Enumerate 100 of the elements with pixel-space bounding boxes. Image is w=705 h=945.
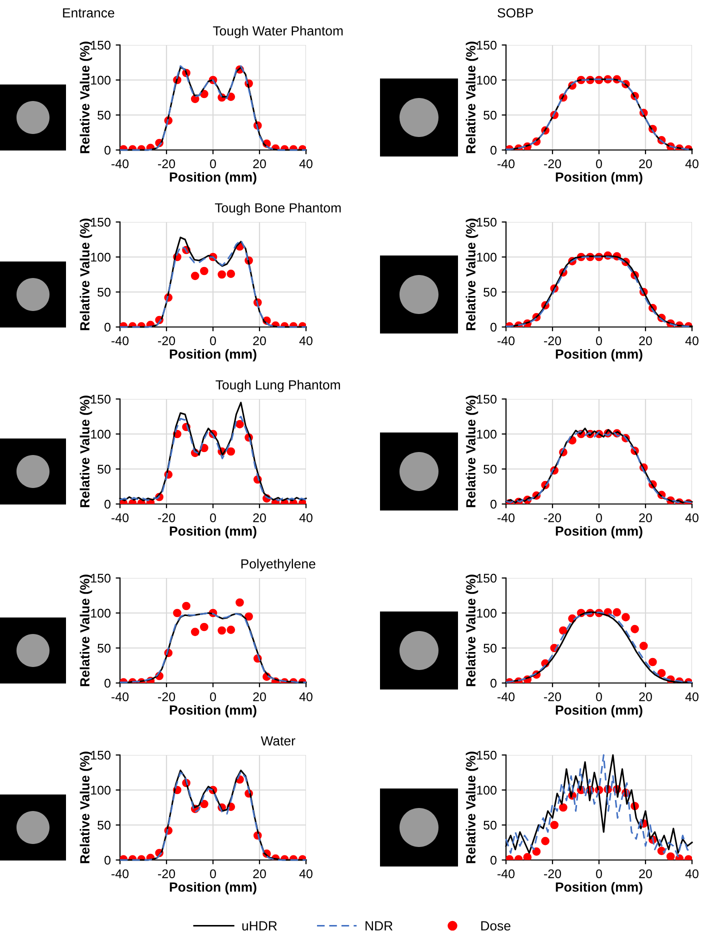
y-tick-label: 100: [477, 76, 496, 85]
y-tick-label: 150: [477, 40, 496, 50]
legend-label: uHDR: [242, 921, 277, 931]
x-axis-title: Position (mm): [556, 882, 642, 894]
x-tick-label: -40: [112, 159, 129, 168]
y-tick-label: 100: [91, 252, 110, 262]
x-axis-title: Position (mm): [556, 526, 642, 538]
y-axis-title: Relative Value (%): [466, 752, 478, 864]
y-tick-label: 150: [91, 40, 110, 50]
y-tick-label: 0: [490, 146, 496, 155]
y-tick-label: 0: [490, 322, 496, 332]
x-tick-label: 40: [299, 513, 312, 522]
y-tick-label: 150: [477, 574, 496, 583]
x-tick-label: -40: [498, 513, 515, 522]
x-tick-label: 0: [210, 692, 216, 702]
x-tick-label: -20: [544, 159, 562, 168]
y-tick-label: 150: [91, 394, 110, 404]
chart-title: Tough Lung Phantom: [216, 380, 340, 392]
y-tick-label: 0: [104, 856, 110, 865]
y-axis-title: Relative Value (%): [80, 574, 92, 686]
y-axis-title: Relative Value (%): [80, 396, 92, 508]
chart-subtitle: Entrance: [63, 8, 114, 18]
y-tick-label: 0: [490, 678, 496, 688]
y-axis-title: Relative Value (%): [80, 42, 92, 154]
y-tick-label: 0: [104, 678, 110, 688]
x-tick-label: 20: [639, 336, 652, 346]
x-tick-label: 40: [299, 692, 312, 702]
x-tick-label: -20: [544, 336, 562, 346]
y-tick-label: 100: [91, 430, 110, 439]
x-tick-label: 0: [210, 336, 216, 346]
y-tick-label: 50: [98, 110, 110, 120]
x-axis-title: Position (mm): [170, 705, 256, 718]
y-tick-label: 0: [104, 322, 110, 332]
y-tick-label: 50: [484, 288, 496, 297]
chart-subtitle: SOBP: [498, 8, 533, 18]
y-tick-label: 100: [477, 608, 496, 618]
x-tick-label: 0: [596, 692, 602, 702]
x-tick-label: 40: [685, 692, 698, 702]
y-tick-label: 100: [477, 430, 496, 439]
y-axis-title: Relative Value (%): [80, 218, 92, 330]
x-tick-label: -40: [498, 336, 515, 346]
x-tick-label: 0: [596, 513, 602, 522]
x-tick-label: -20: [158, 869, 176, 878]
x-tick-label: -20: [158, 692, 176, 702]
x-tick-label: 40: [299, 869, 312, 878]
x-tick-label: -20: [544, 692, 562, 702]
chart-title: Polyethylene: [241, 558, 316, 572]
y-axis-title: Relative Value (%): [466, 42, 478, 154]
x-tick-label: 0: [210, 869, 216, 878]
x-axis-title: Position (mm): [170, 526, 256, 538]
x-tick-label: 20: [639, 159, 652, 168]
y-tick-label: 50: [98, 820, 110, 830]
x-tick-label: 40: [685, 869, 698, 878]
x-tick-label: -40: [498, 159, 515, 168]
x-tick-label: 40: [685, 159, 698, 168]
x-axis-title: Position (mm): [556, 172, 642, 184]
chart-title: Water: [260, 736, 296, 746]
y-tick-label: 150: [91, 574, 110, 583]
y-tick-label: 50: [484, 644, 496, 653]
x-axis-title: Position (mm): [556, 705, 642, 718]
x-tick-label: 40: [685, 336, 698, 346]
y-tick-label: 50: [484, 464, 496, 474]
y-tick-label: 100: [477, 786, 496, 795]
y-tick-label: 150: [477, 394, 496, 404]
legend-label: NDR: [366, 921, 392, 930]
x-tick-label: -20: [158, 159, 176, 168]
y-tick-label: 100: [91, 786, 110, 795]
x-tick-label: -20: [158, 336, 176, 346]
x-tick-label: 40: [299, 159, 312, 168]
y-tick-label: 50: [98, 644, 110, 653]
x-tick-label: 0: [596, 869, 602, 878]
y-tick-label: 50: [98, 464, 110, 474]
x-axis-title: Position (mm): [170, 349, 256, 362]
x-tick-label: 0: [596, 336, 602, 346]
x-tick-label: -40: [112, 513, 129, 522]
y-tick-label: 150: [91, 750, 110, 760]
x-tick-label: 0: [596, 159, 602, 168]
x-tick-label: 20: [639, 513, 652, 522]
x-tick-label: 20: [253, 869, 266, 878]
x-tick-label: 20: [253, 513, 266, 522]
y-axis-title: Relative Value (%): [466, 218, 478, 330]
x-tick-label: -40: [498, 869, 515, 878]
chart-title: Tough Bone Phantom: [214, 202, 341, 216]
x-tick-label: 20: [253, 692, 266, 702]
y-axis-title: Relative Value (%): [466, 574, 478, 686]
y-axis-title: Relative Value (%): [80, 752, 92, 864]
x-tick-label: -40: [112, 336, 129, 346]
y-tick-label: 100: [477, 252, 496, 262]
y-tick-label: 50: [484, 110, 496, 120]
x-tick-label: 0: [210, 159, 216, 168]
legend-label: Dose: [481, 921, 510, 931]
x-tick-label: -20: [544, 513, 562, 522]
y-tick-label: 50: [484, 820, 496, 830]
y-tick-label: 150: [477, 750, 496, 760]
x-tick-label: 20: [253, 336, 266, 346]
x-tick-label: 20: [639, 869, 652, 878]
x-tick-label: 0: [210, 513, 216, 522]
y-tick-label: 100: [91, 608, 110, 618]
x-tick-label: -20: [158, 513, 176, 522]
x-tick-label: 40: [299, 336, 312, 346]
